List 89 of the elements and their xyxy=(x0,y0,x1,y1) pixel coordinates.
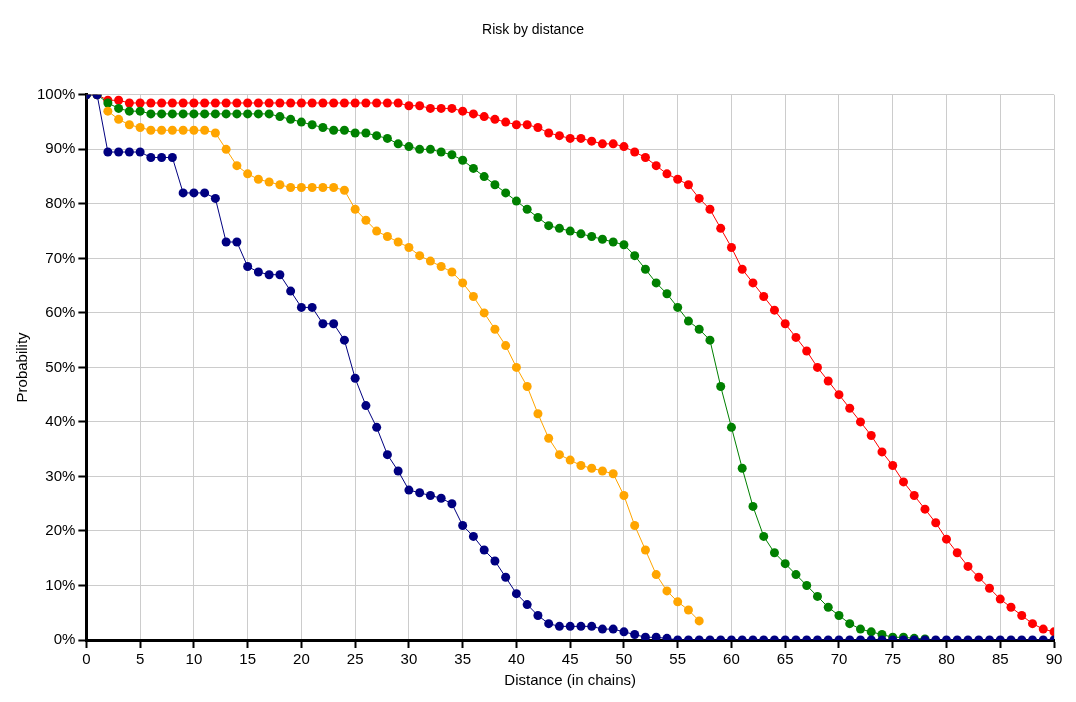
point xyxy=(243,169,253,179)
point xyxy=(673,597,683,607)
point xyxy=(307,182,317,192)
point xyxy=(329,182,339,192)
y-tick-label: 0% xyxy=(53,630,76,648)
point xyxy=(479,308,489,318)
point xyxy=(232,161,242,171)
x-tick-label: 45 xyxy=(561,650,579,668)
x-tick-label: 30 xyxy=(400,650,418,668)
point xyxy=(544,433,554,443)
point xyxy=(587,463,597,473)
point xyxy=(447,267,457,277)
point xyxy=(393,237,403,247)
x-tick-label: 90 xyxy=(1045,650,1063,668)
point xyxy=(436,262,446,272)
x-tick-label: 10 xyxy=(185,650,203,668)
point xyxy=(135,123,145,133)
point xyxy=(372,226,382,236)
y-tick-label: 50% xyxy=(45,357,76,375)
x-tick-label: 25 xyxy=(346,650,364,668)
point xyxy=(210,128,220,138)
y-axis-title: Probability xyxy=(13,331,31,403)
y-tick-label: 10% xyxy=(45,575,76,593)
point xyxy=(103,106,113,116)
point xyxy=(640,545,650,555)
point xyxy=(275,180,285,190)
y-tick-label: 70% xyxy=(45,248,76,266)
x-tick-label: 50 xyxy=(615,650,633,668)
x-tick-label: 60 xyxy=(723,650,740,668)
x-tick-label: 40 xyxy=(508,650,525,668)
point xyxy=(683,605,693,615)
y-tick-label: 30% xyxy=(45,466,76,484)
y-tick-label: 20% xyxy=(45,521,76,539)
x-tick-label: 35 xyxy=(454,650,472,668)
point xyxy=(114,114,124,124)
point xyxy=(157,125,167,135)
point xyxy=(576,461,586,471)
point xyxy=(318,182,328,192)
x-tick-label: 0 xyxy=(82,650,91,668)
y-tick-label: 80% xyxy=(45,193,76,211)
x-tick-label: 85 xyxy=(991,650,1009,668)
point xyxy=(296,182,306,192)
x-tick-label: 70 xyxy=(830,650,848,668)
point xyxy=(651,570,661,580)
x-tick-label: 5 xyxy=(135,650,145,668)
point xyxy=(339,185,349,195)
chart-title: Risk by distance xyxy=(482,21,585,38)
x-tick-label: 80 xyxy=(938,650,955,668)
point xyxy=(415,251,425,261)
x-tick-label: 20 xyxy=(293,650,310,668)
point xyxy=(124,120,134,130)
y-tick-label: 60% xyxy=(45,303,76,321)
point xyxy=(468,292,478,302)
point xyxy=(350,204,360,214)
point xyxy=(221,144,231,154)
point xyxy=(264,177,274,187)
y-tick-label: 40% xyxy=(45,412,76,430)
point xyxy=(565,455,575,465)
x-axis-title: Distance (in chains) xyxy=(504,671,637,689)
x-tick-label: 65 xyxy=(776,650,794,668)
point xyxy=(662,586,672,596)
point xyxy=(490,324,500,334)
point xyxy=(501,341,511,351)
x-tick-label: 75 xyxy=(884,650,902,668)
point xyxy=(189,125,199,135)
point xyxy=(286,182,296,192)
point xyxy=(253,174,263,184)
x-tick-label: 15 xyxy=(239,650,256,668)
point xyxy=(533,409,543,419)
point xyxy=(458,278,468,288)
point xyxy=(619,491,629,501)
x-tick-label: 55 xyxy=(669,650,687,668)
point xyxy=(425,256,435,266)
point xyxy=(522,381,532,391)
point xyxy=(694,616,704,626)
point xyxy=(404,242,414,252)
point xyxy=(511,362,521,372)
point xyxy=(630,521,640,531)
point xyxy=(178,125,188,135)
point xyxy=(167,125,177,135)
point xyxy=(200,125,210,135)
point xyxy=(554,450,564,460)
y-tick-label: 100% xyxy=(36,84,76,102)
point xyxy=(361,215,371,225)
point xyxy=(382,232,392,242)
y-tick-label: 90% xyxy=(45,139,76,157)
point xyxy=(146,125,156,135)
point xyxy=(597,466,607,476)
point xyxy=(608,469,618,479)
